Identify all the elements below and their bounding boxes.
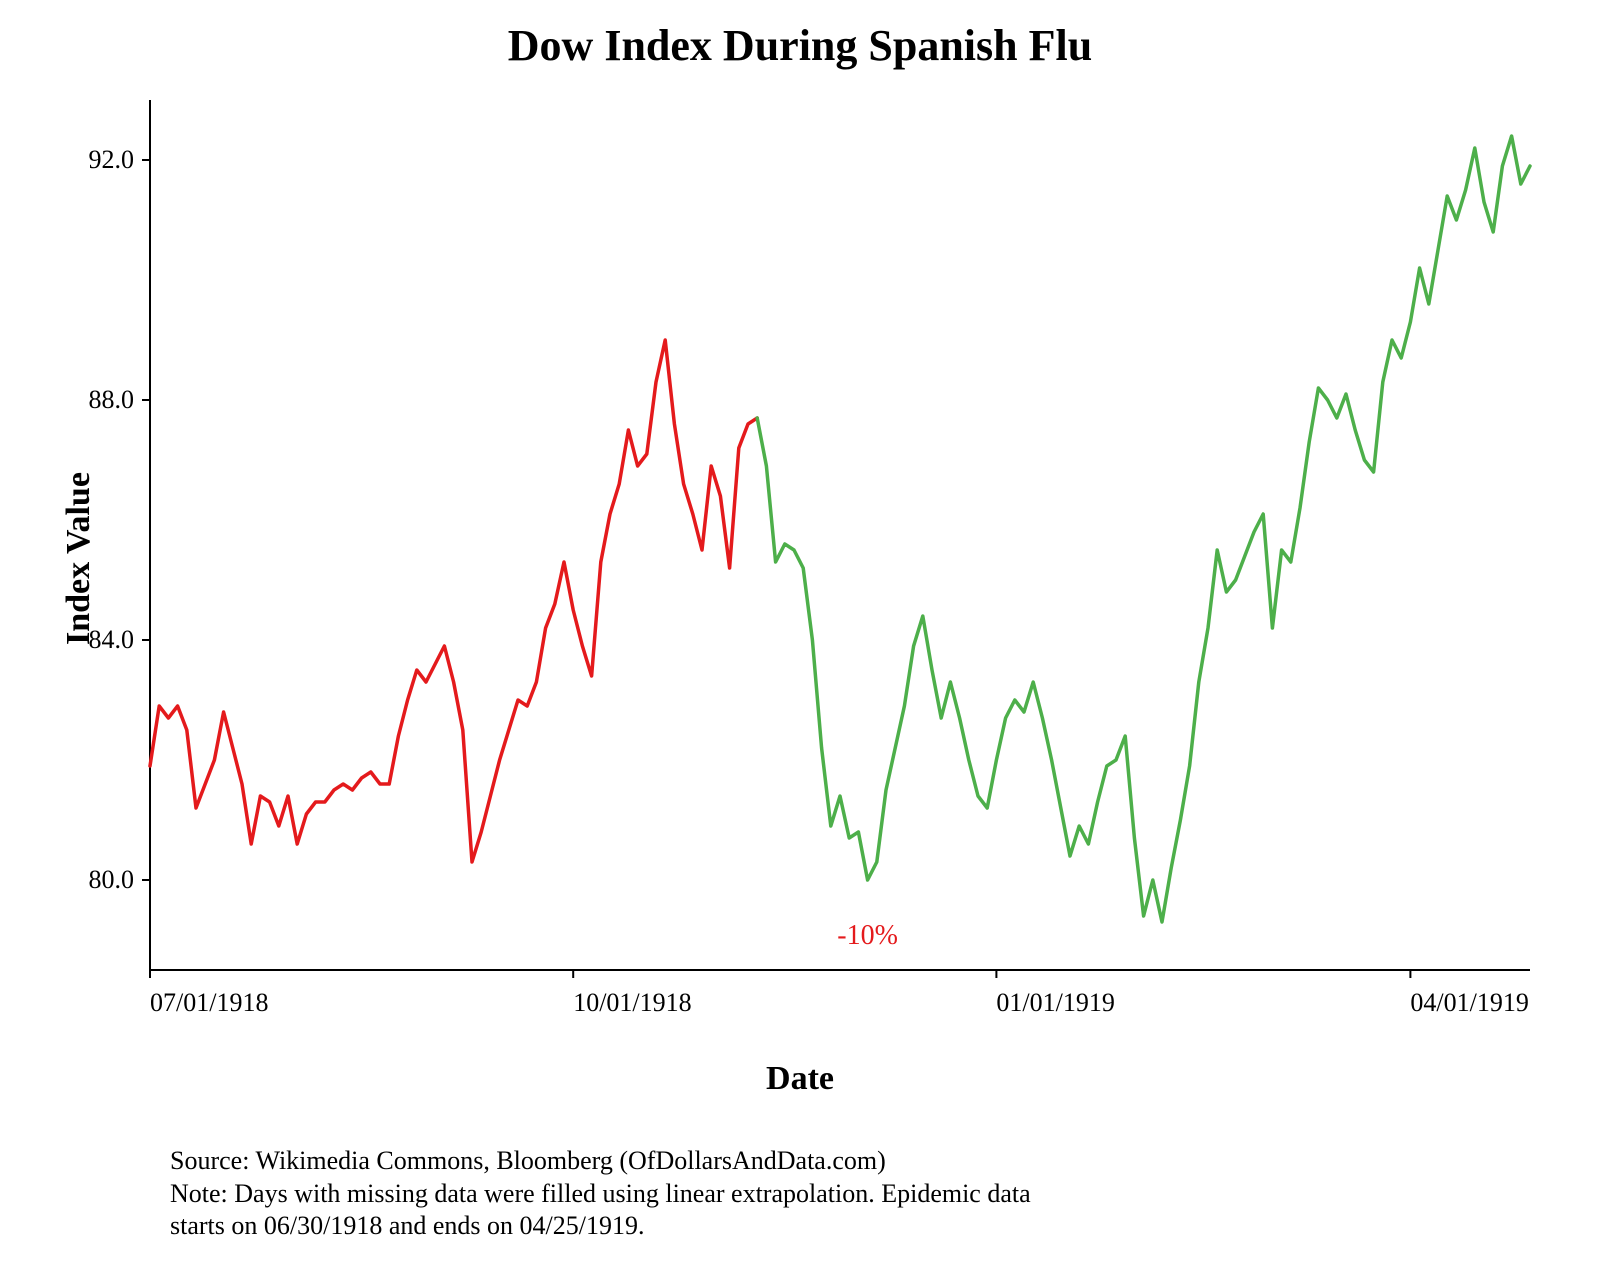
chart-svg xyxy=(150,100,1530,970)
footer-line: Source: Wikimedia Commons, Bloomberg (Of… xyxy=(170,1145,1031,1178)
series-epidemic xyxy=(150,340,757,862)
x-tick-label: 01/01/1919 xyxy=(996,988,1114,1018)
plot-area xyxy=(150,100,1530,970)
chart-footer: Source: Wikimedia Commons, Bloomberg (Of… xyxy=(170,1145,1031,1243)
x-tick-label: 04/01/1919 xyxy=(1410,988,1528,1018)
footer-line: starts on 06/30/1918 and ends on 04/25/1… xyxy=(170,1210,1031,1243)
chart-title: Dow Index During Spanish Flu xyxy=(0,20,1600,71)
y-tick-label: 88.0 xyxy=(89,385,135,415)
y-tick-label: 80.0 xyxy=(89,865,135,895)
y-tick-label: 84.0 xyxy=(89,625,135,655)
x-tick-label: 10/01/1918 xyxy=(573,988,691,1018)
y-tick-label: 92.0 xyxy=(89,145,135,175)
drawdown-annotation: -10% xyxy=(828,920,908,952)
y-axis-label: Index Value xyxy=(60,472,98,645)
x-tick-label: 07/01/1918 xyxy=(150,988,268,1018)
chart-container: Dow Index During Spanish Flu Index Value… xyxy=(0,0,1600,1280)
series-recovery xyxy=(757,136,1530,922)
footer-line: Note: Days with missing data were filled… xyxy=(170,1178,1031,1211)
x-axis-label: Date xyxy=(0,1060,1600,1098)
